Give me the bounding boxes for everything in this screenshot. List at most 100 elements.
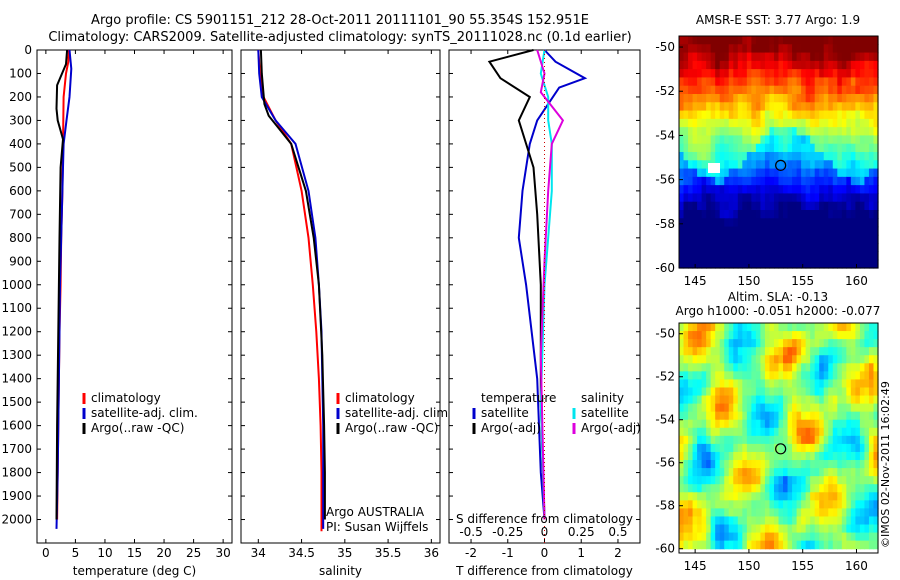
sst_map-cell [873, 234, 879, 244]
sst_map-cell [706, 243, 712, 253]
sla_map-cell [692, 395, 698, 405]
sst_map-cell [706, 69, 712, 79]
sst_map-cell [864, 52, 870, 62]
sla_map-cell [855, 419, 861, 429]
sla_map-cell [805, 347, 811, 356]
sst_map-cell [715, 176, 721, 186]
sla_map-cell [810, 379, 816, 389]
sst_map-cell [868, 259, 875, 269]
sst_map-cell [814, 168, 820, 178]
sla_map-cell [755, 363, 762, 372]
sla_map-cell [733, 484, 739, 493]
sla_map-cell [850, 371, 856, 381]
sla_map-cell [715, 524, 721, 534]
sst_map-cell [823, 243, 829, 253]
difference-s-legend-label: Argo(-adj) [581, 421, 641, 435]
sla_map-cell [710, 411, 716, 421]
sla_map-cell [783, 427, 789, 437]
sst_map-cell [864, 218, 870, 228]
sla_map-cell [755, 451, 762, 461]
sla_map-cell [828, 355, 834, 364]
sst_map-cell [755, 160, 762, 170]
sla_map-cell [819, 476, 825, 485]
sla_map-cell [855, 443, 861, 453]
temperature-ytick-label: 400 [9, 137, 32, 151]
sst_map-cell [715, 85, 721, 95]
sla_map-cell [719, 540, 725, 550]
sst_map-cell [755, 135, 762, 145]
sst_map-cell [828, 85, 834, 95]
sst_map-cell [796, 69, 802, 79]
sst_map-cell [719, 218, 725, 228]
sla_map-cell [841, 419, 847, 429]
sla_map-cell [846, 500, 852, 509]
sst_map-cell [864, 127, 870, 137]
sla_map-cell [850, 460, 856, 469]
sst_map-cell [837, 210, 843, 219]
sst_map-cell [841, 152, 847, 161]
sla_map-cell [724, 484, 730, 493]
sla_map-cell [846, 476, 852, 485]
sla_map-cell [769, 371, 775, 381]
sla_map-cell [873, 427, 879, 437]
sst_map-cell [755, 60, 762, 70]
sla_map-cell [701, 476, 707, 485]
sst_map-cell [742, 210, 748, 219]
sst_map-cell [805, 193, 811, 203]
sst_map-cell [864, 251, 870, 261]
sst_map-cell [855, 69, 861, 79]
sla_map-cell [868, 323, 875, 332]
sla_map-cell [873, 532, 879, 542]
sla_map-cell [828, 516, 834, 526]
sla_map-cell [746, 508, 752, 518]
sst_map-cell [769, 201, 775, 211]
sst_map-cell [688, 44, 694, 54]
sst_map-cell [715, 143, 721, 153]
sla_map-cell [796, 323, 802, 332]
sla_map-cell [864, 371, 870, 381]
sla_map-cell [697, 355, 703, 364]
sst_map-cell [778, 168, 784, 178]
sla_map-cell [832, 524, 838, 534]
sla_map-cell [846, 411, 852, 421]
sst_map-cell [773, 201, 780, 211]
sla_map-cell [728, 476, 734, 485]
sla_map-cell [787, 387, 793, 397]
sla_map-cell [873, 460, 879, 469]
sla_map-cell [868, 508, 875, 518]
sla_map-cell [832, 419, 838, 429]
sst_map-cell [832, 77, 838, 87]
sst_map-cell [855, 94, 861, 103]
sst_map-cell [796, 259, 802, 269]
sst_map-cell [864, 77, 870, 87]
sla_map-cell [692, 443, 698, 453]
sst_map-cell [733, 60, 739, 70]
sla_map-cell [688, 379, 694, 389]
sla_map-cell [697, 443, 703, 453]
sla_map-cell [737, 492, 743, 501]
sla_map-cell [724, 468, 730, 477]
sla_map-cell [679, 451, 685, 461]
sst_map-cell [873, 60, 879, 70]
sst_map-cell [715, 234, 721, 244]
sst_map-cell [746, 102, 752, 112]
sst_map-cell [796, 210, 802, 219]
sst_map-cell [846, 60, 852, 70]
figure-title-line1: Argo profile: CS 5901151_212 28-Oct-2011… [91, 13, 589, 28]
sst_map-cell [742, 110, 748, 120]
sst_map-cell [764, 226, 771, 236]
sla_map-cell [764, 387, 771, 397]
sst_map-cell [728, 143, 734, 153]
sla_map-cell [697, 403, 703, 413]
sla_map-cell [850, 468, 856, 477]
sst_map-cell [787, 160, 793, 170]
sst_map-cell [706, 210, 712, 219]
sst_map-cell [737, 185, 743, 195]
sst_map-cell [724, 168, 730, 178]
sla_map-cell [841, 411, 847, 421]
sst_map-cell [846, 160, 852, 170]
sst_map-cell [778, 259, 784, 269]
sst_map-cell [679, 94, 685, 103]
sst_map-cell [764, 193, 771, 203]
sla_map-cell [814, 355, 820, 364]
